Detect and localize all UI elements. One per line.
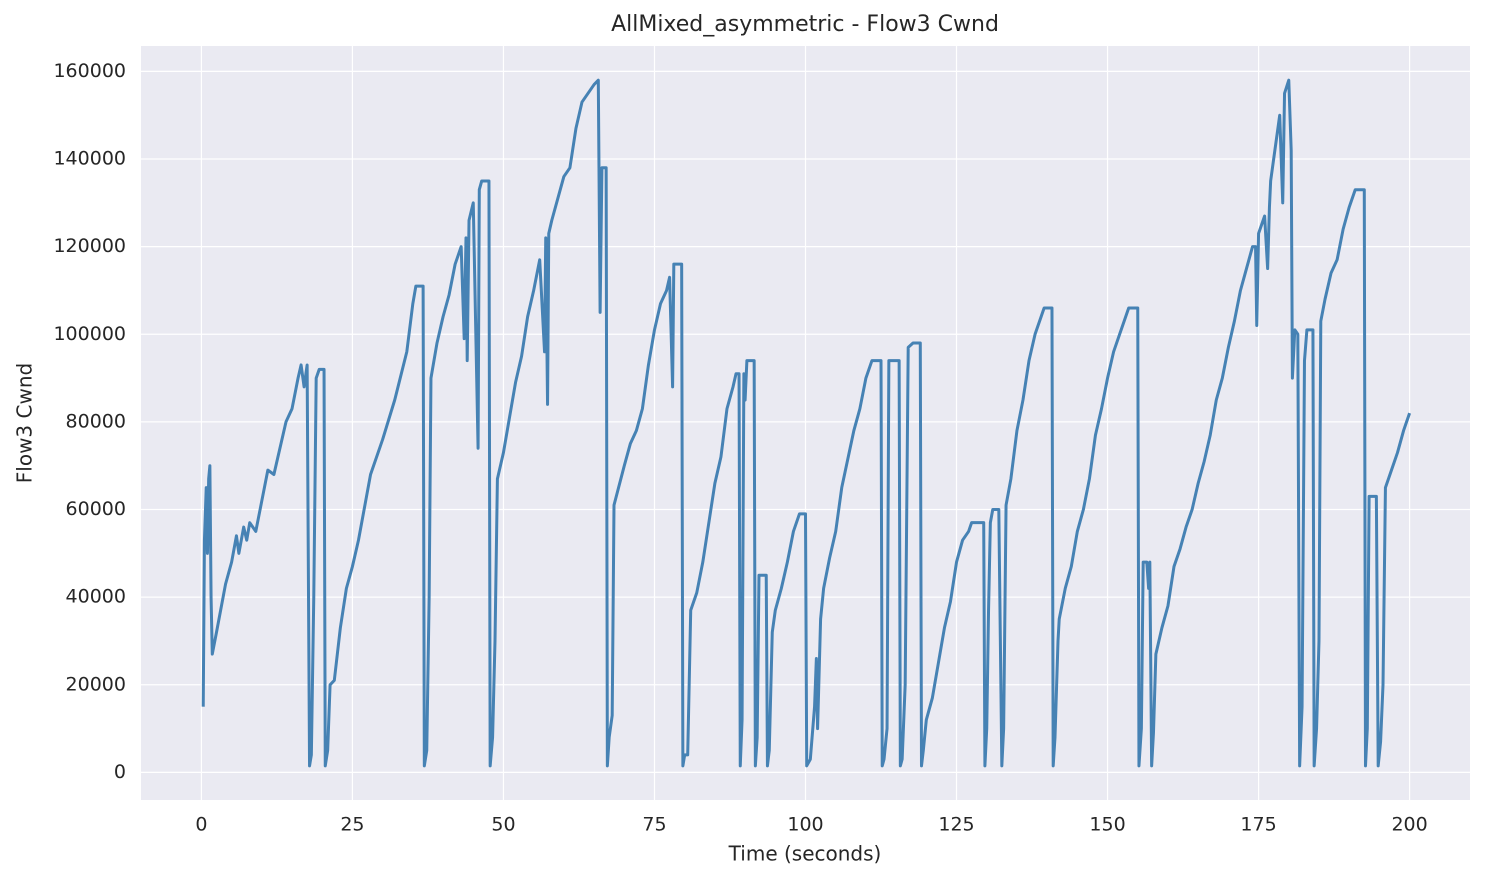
y-tick-label: 0 <box>114 761 126 783</box>
y-tick-label: 20000 <box>66 673 126 695</box>
x-tick-label: 125 <box>938 814 974 836</box>
y-tick-label: 140000 <box>53 148 126 170</box>
y-axis-label: Flow3 Cwnd <box>13 363 37 483</box>
chart-title: AllMixed_asymmetric - Flow3 Cwnd <box>611 12 999 37</box>
x-axis-label: Time (seconds) <box>728 842 882 866</box>
x-tick-label: 100 <box>787 814 823 836</box>
y-tick-label: 160000 <box>53 60 126 82</box>
marks <box>201 78 1412 768</box>
x-tick-label: 25 <box>340 814 364 836</box>
x-tick-label: 150 <box>1089 814 1125 836</box>
x-tick-label: 75 <box>642 814 666 836</box>
y-tick-label: 80000 <box>66 410 126 432</box>
line-series <box>201 78 1412 768</box>
y-tick-label: 40000 <box>66 586 126 608</box>
x-tick-label: 0 <box>195 814 207 836</box>
x-tick-label: 175 <box>1240 814 1276 836</box>
x-tick-label: 50 <box>491 814 515 836</box>
x-tick-label: 200 <box>1391 814 1427 836</box>
y-tick-label: 100000 <box>53 323 126 345</box>
y-tick-label: 60000 <box>66 498 126 520</box>
y-tick-label: 120000 <box>53 235 126 257</box>
